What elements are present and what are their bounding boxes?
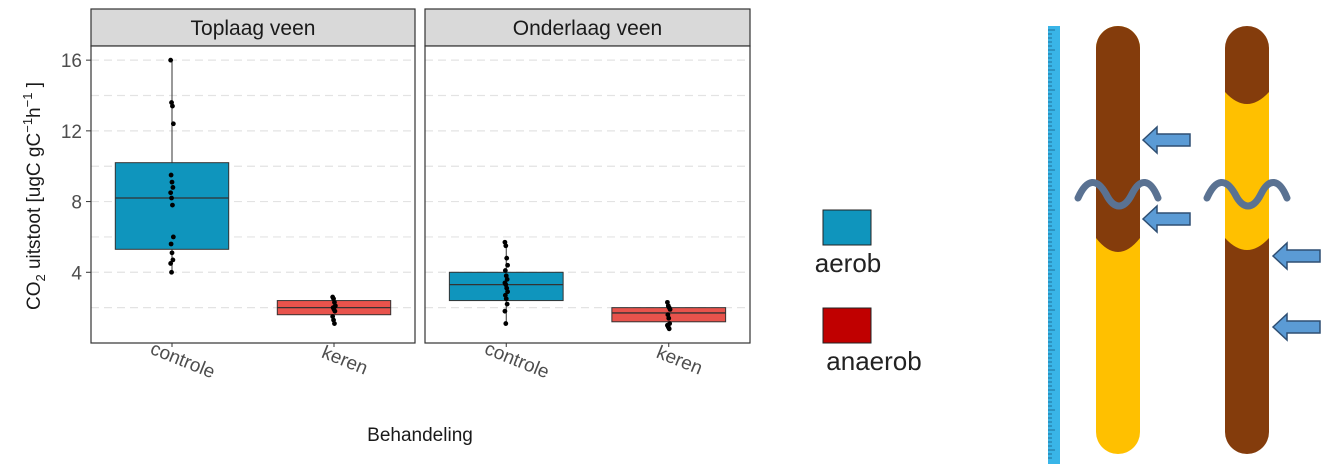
data-point	[505, 262, 510, 268]
legend-label-anaerob: anaerob	[826, 346, 921, 376]
facet-panel: Toplaag veen controle keren	[90, 8, 416, 383]
data-point	[169, 195, 174, 201]
box-controle	[448, 239, 564, 326]
box-keren	[611, 299, 727, 332]
data-point	[332, 321, 337, 326]
data-point	[667, 307, 673, 312]
data-point	[170, 185, 176, 190]
facet-strip	[424, 8, 751, 47]
data-point	[168, 172, 174, 178]
data-point	[504, 301, 510, 307]
x-tick-label: controle	[147, 338, 218, 383]
data-point	[169, 269, 174, 275]
facet-title: Onderlaag veen	[513, 17, 662, 40]
facet-title: Toplaag veen	[191, 17, 316, 40]
x-tick-label: keren	[319, 342, 371, 379]
data-point	[168, 261, 174, 266]
x-axis-label: Behandeling	[367, 425, 473, 446]
arrow-icon	[1271, 241, 1321, 271]
data-point	[502, 268, 508, 273]
data-point	[504, 255, 510, 261]
data-point	[503, 296, 509, 302]
data-point	[168, 241, 174, 247]
data-point	[666, 326, 672, 332]
data-point	[504, 276, 510, 282]
data-point	[503, 243, 509, 249]
box-controle	[114, 57, 230, 275]
data-point	[170, 121, 176, 127]
wave-icon	[1074, 179, 1162, 210]
y-tick-label: 8	[71, 193, 82, 214]
data-point	[168, 190, 174, 196]
data-point	[502, 308, 508, 314]
legend-label-aerob: aerob	[815, 248, 882, 278]
facet-panel: Onderlaag veen controle keren	[424, 8, 751, 383]
data-point	[170, 234, 176, 240]
data-point	[505, 289, 510, 295]
data-point	[168, 57, 174, 63]
soil-core-illustration	[1048, 26, 1321, 464]
soil-core-2	[1225, 26, 1269, 454]
arrow-icon	[1141, 125, 1191, 155]
data-point	[170, 202, 175, 208]
y-tick-label: 16	[61, 51, 82, 72]
y-tick-label: 4	[71, 263, 82, 284]
facet-panels: Toplaag veen controle keren Onderlaag veen c…	[90, 8, 751, 383]
data-point	[503, 321, 509, 326]
legend-swatch-anaerob	[822, 307, 872, 344]
ruler-icon	[1048, 26, 1060, 464]
x-tick-label: keren	[653, 342, 705, 379]
data-point	[332, 308, 338, 314]
data-point	[170, 257, 176, 263]
arrow-icon	[1141, 204, 1191, 234]
data-point	[169, 250, 175, 256]
legend-swatch-aerob	[822, 209, 872, 246]
soil-core-1	[1096, 26, 1140, 454]
data-point	[666, 315, 672, 321]
arrow-icon	[1271, 312, 1321, 342]
x-tick-label: controle	[482, 338, 553, 383]
y-tick-label: 12	[61, 122, 82, 143]
data-point	[170, 103, 175, 109]
y-axis: 4 8 12 16	[61, 51, 91, 284]
facet-strip	[90, 8, 416, 47]
y-axis-label: CO2 uitstoot [ugC gC−1h−1 ]	[20, 82, 48, 310]
panel-border	[424, 45, 751, 344]
legend: aerob anaerob	[815, 209, 922, 376]
boxplot-chart: Toplaag veen controle keren Onderlaag veen c…	[20, 8, 751, 446]
box-keren	[276, 294, 392, 326]
data-point	[169, 179, 175, 185]
wave-icon	[1203, 179, 1291, 210]
panel-border	[90, 45, 416, 344]
